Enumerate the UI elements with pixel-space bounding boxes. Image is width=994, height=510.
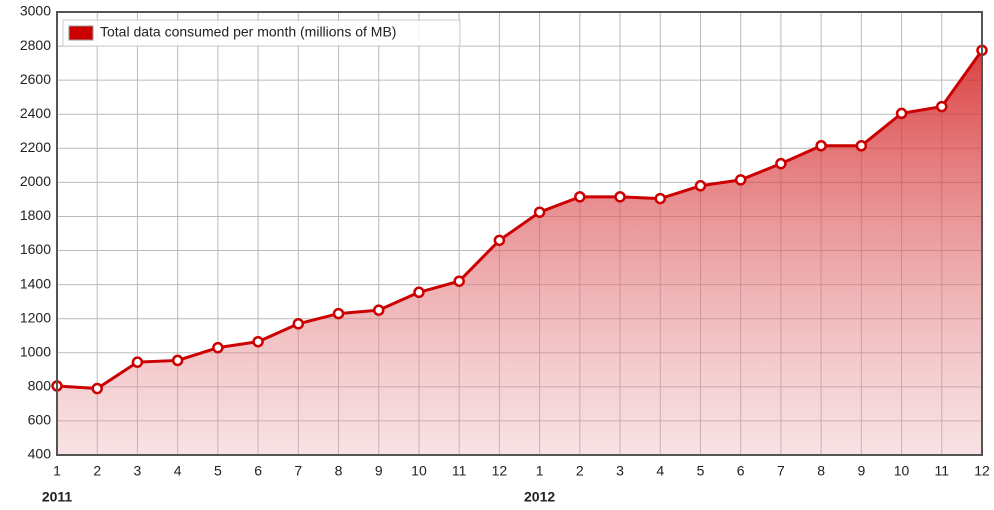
x-tick-label: 7	[294, 463, 302, 479]
y-tick-label: 2600	[20, 71, 51, 87]
point	[372, 304, 385, 316]
x-tick-label: 9	[857, 463, 865, 479]
y-tick-label: 2800	[20, 37, 51, 53]
point	[413, 286, 425, 299]
point	[212, 341, 224, 354]
point	[252, 335, 264, 348]
y-tick-label: 2400	[20, 105, 51, 121]
point	[895, 107, 908, 120]
y-tick-label: 1400	[20, 275, 51, 291]
x-tick-label: 3	[616, 463, 624, 479]
point	[574, 191, 586, 203]
y-tick-label: 600	[28, 412, 52, 428]
y-tick-label: 1800	[20, 207, 51, 223]
point	[694, 180, 707, 192]
legend-label: Total data consumed per month (millions …	[100, 24, 396, 40]
point	[815, 140, 827, 152]
x-tick-label: 1	[536, 463, 544, 479]
point	[171, 354, 184, 367]
x-tick-label: 12	[492, 463, 508, 479]
x-tick-label: 1	[53, 463, 61, 479]
y-tick-label: 800	[28, 378, 52, 394]
y-tick-label: 1200	[20, 309, 51, 325]
y-tick-label: 2000	[20, 173, 51, 189]
point	[292, 318, 305, 330]
y-tick-label: 1600	[20, 241, 51, 257]
legend-box	[62, 19, 461, 47]
year-label: 2011	[42, 489, 73, 505]
point	[493, 234, 506, 247]
point	[936, 100, 948, 113]
y-tick-label: 400	[28, 446, 52, 462]
point	[855, 140, 868, 152]
x-tick-label: 10	[894, 463, 910, 479]
plot-frame	[56, 11, 983, 456]
x-tick-label: 8	[817, 463, 825, 479]
point	[131, 356, 144, 368]
year-label: 2012	[524, 489, 555, 505]
x-tick-label: 2	[576, 463, 584, 479]
x-tick-label: 6	[254, 463, 262, 479]
x-tick-label: 8	[335, 463, 343, 479]
x-tick-label: 10	[411, 463, 427, 479]
x-tick-label: 12	[974, 463, 990, 479]
y-tick-label: 3000	[20, 3, 51, 19]
point	[332, 307, 345, 320]
area	[57, 50, 982, 455]
y-tick-label: 2200	[20, 139, 51, 155]
x-tick-label: 3	[134, 463, 142, 479]
x-tick-label: 2	[93, 463, 101, 479]
x-tick-label: 7	[777, 463, 785, 479]
point	[775, 157, 787, 170]
x-tick-label: 11	[452, 463, 467, 479]
x-tick-label: 4	[174, 463, 182, 479]
x-tick-label: 9	[375, 463, 383, 479]
point	[91, 382, 103, 395]
x-tick-label: 5	[214, 463, 222, 479]
point	[614, 191, 626, 203]
line	[56, 49, 984, 391]
point	[734, 174, 747, 186]
x-tick-label: 5	[697, 463, 705, 479]
point	[654, 192, 667, 205]
legend: Total data consumed per month (millions …	[62, 19, 461, 47]
y-tick-label: 1000	[20, 343, 51, 359]
x-tick-label: 11	[935, 463, 950, 479]
x-tick-label: 4	[656, 463, 664, 479]
x-tick-label: 6	[737, 463, 745, 479]
legend-swatch	[68, 25, 94, 41]
point	[533, 206, 546, 218]
point	[453, 275, 465, 287]
